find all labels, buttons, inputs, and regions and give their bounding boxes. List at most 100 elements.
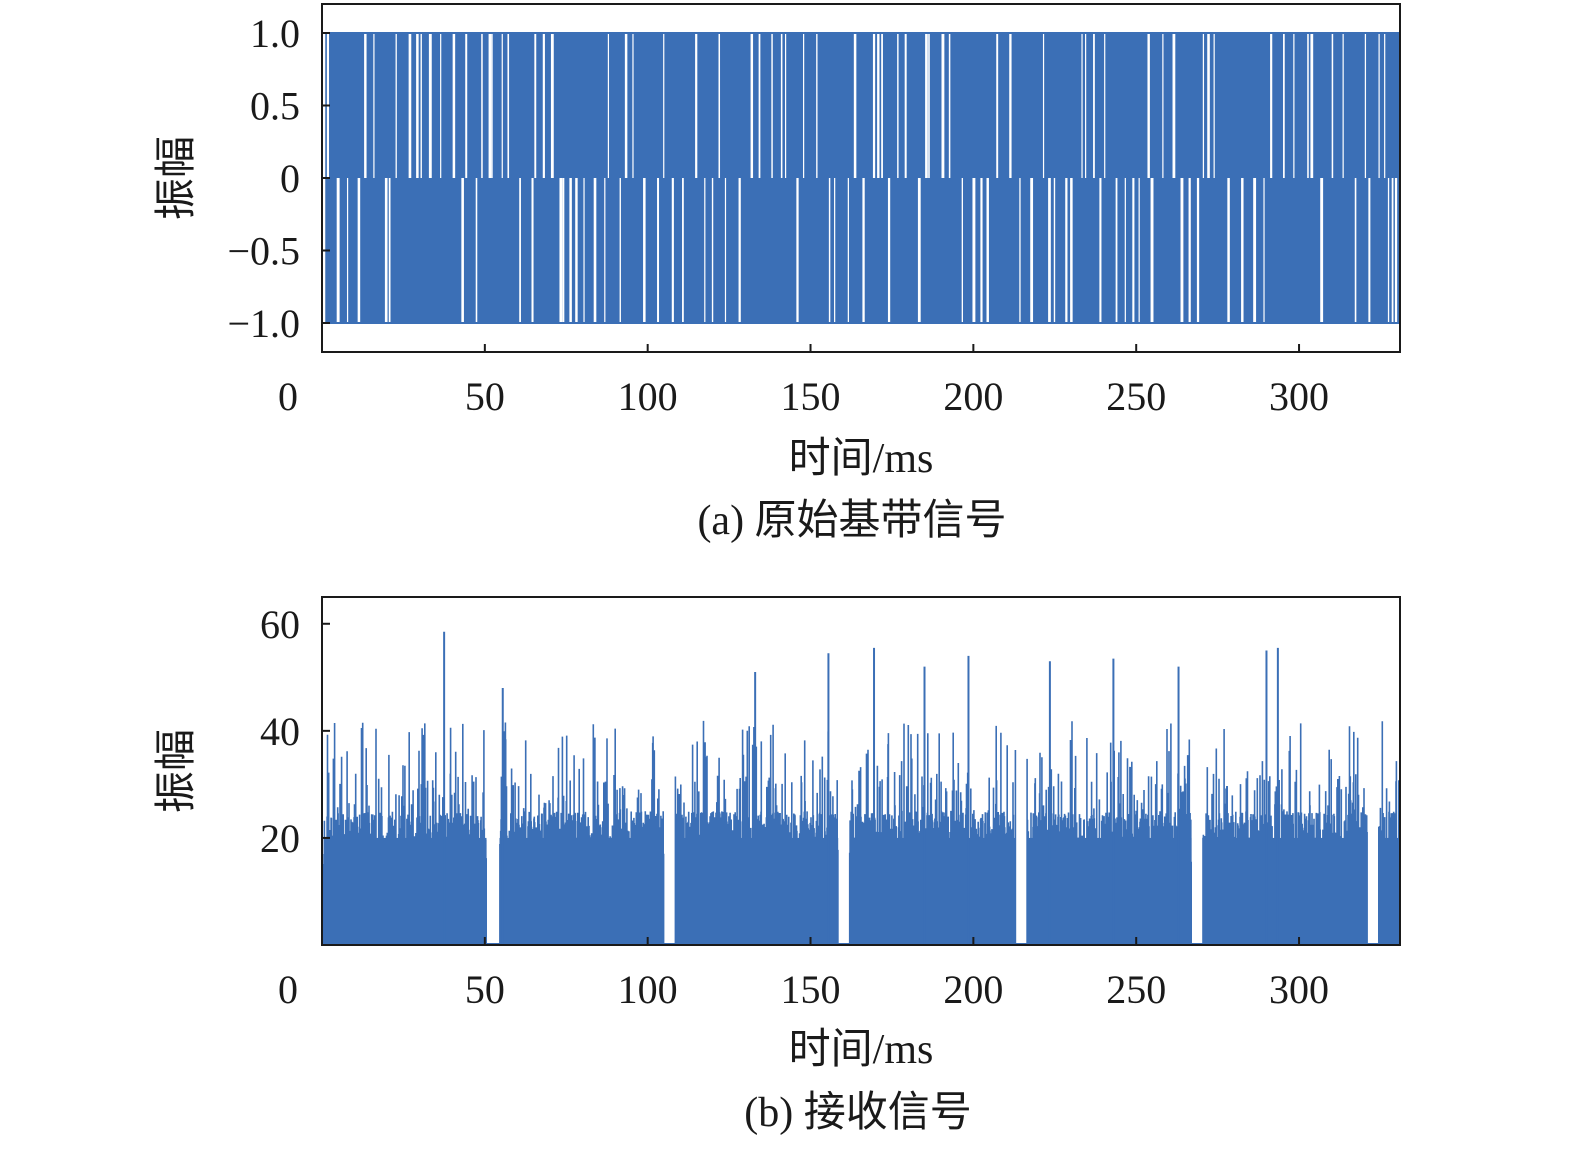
signal-gap-77 [986,178,989,323]
signal-gap-99 [1172,33,1176,178]
signal-gap-14 [452,33,456,178]
signal-gap-56 [803,33,805,178]
signal-gap-83 [1048,178,1051,323]
signal-gap-5 [373,33,375,178]
signal-gap-63 [872,33,876,178]
signal-gap-71 [928,33,930,178]
y-tick-label-a-0: 1.0 [250,11,300,56]
received-signal-body-last [1378,837,1400,945]
signal-gap-11 [420,33,422,178]
signal-gap-55 [796,178,799,323]
signal-gap-32 [583,178,585,323]
x-tick-label-a-0: 0 [278,374,298,419]
signal-gap-98 [1162,33,1164,178]
signal-gap-59 [834,178,836,323]
signal-gap-95 [1138,178,1140,323]
signal-gap-60 [847,178,849,323]
signal-gap-29 [562,178,565,323]
y-axis-a: 1.0 0.5 0 −0.5 −1.0 [227,11,330,346]
y-axis-label-b: 振幅 [154,729,200,813]
received-signal-body-5 [1202,837,1368,945]
signal-gap-38 [632,33,634,178]
signal-gap-42 [671,178,674,323]
signal-gap-121 [1378,33,1380,178]
signal-gap-10 [416,33,419,178]
x-tick-label-a-3: 150 [781,374,841,419]
signal-gap-35 [607,33,610,178]
signal-gap-86 [1070,178,1073,323]
signal-gap-37 [624,33,628,178]
signal-gap-13 [440,33,442,178]
received-signal-body-3 [849,837,1016,945]
signal-gap-22 [507,33,510,178]
signal-gap-104 [1207,33,1210,178]
signal-gap-75 [972,178,976,323]
signal-gap-79 [1009,33,1012,178]
signal-gap-67 [897,33,899,178]
signal-gap-49 [738,178,741,323]
received-signal-body-0 [323,837,487,945]
signal-gap-70 [925,33,928,178]
signal-gap-112 [1293,33,1295,178]
caption-a: (a) 原始基带信号 [697,498,1006,544]
signal-gap-21 [501,33,503,178]
signal-gap-1 [336,178,340,323]
signal-gap-117 [1342,33,1344,178]
signal-gap-116 [1331,33,1334,178]
signal-gap-47 [718,33,721,178]
signal-gap-111 [1283,33,1285,178]
signal-gap-78 [996,33,999,178]
signal-gap-106 [1227,178,1230,323]
signal-gap-102 [1196,178,1200,323]
signal-gap-39 [643,178,646,323]
x-axis-label-a: 时间/ms [789,436,934,482]
signal-gap-68 [904,33,907,178]
y-tick-label-a-2: 0 [280,156,300,201]
plot-area-a [325,32,1400,324]
signal-gap-3 [357,178,361,323]
y-tick-label-b-1: 40 [260,709,300,754]
received-signal-body-4 [1027,837,1192,945]
signal-gap-114 [1310,33,1314,178]
signal-gap-84 [1053,178,1056,323]
signal-gap-113 [1307,33,1309,178]
signal-gap-7 [388,178,391,323]
signal-gap-51 [758,33,761,178]
signal-gap-65 [881,33,883,178]
signal-gap-34 [604,178,606,323]
signal-gap-2 [346,178,349,323]
signal-gap-109 [1263,178,1265,323]
signal-gap-54 [784,33,787,178]
x-tick-label-b-6: 300 [1269,967,1329,1012]
signal-gap-44 [695,33,698,178]
received-signal-body-2 [675,837,839,945]
y-axis-label-a: 振幅 [154,136,200,220]
signal-gap-110 [1270,33,1273,178]
signal-gap-45 [704,178,706,323]
signal-gap-33 [593,178,597,323]
signal-gap-52 [771,33,773,178]
signal-gap-15 [461,178,464,323]
signal-gap-69 [917,178,921,323]
x-tick-label-b-1: 50 [465,967,505,1012]
x-tick-label-b-5: 250 [1106,967,1166,1012]
signal-gap-105 [1213,33,1215,178]
signal-gap-4 [364,33,367,178]
signal-gap-103 [1202,33,1205,178]
signal-gap-61 [853,33,857,178]
y-tick-label-b-0: 20 [260,816,300,861]
x-axis-a: 0 50 100 150 200 250 300 [278,344,1329,419]
x-tick-label-a-2: 100 [618,374,678,419]
signal-gap-16 [465,33,468,178]
signal-gap-101 [1188,178,1191,323]
signal-gap-81 [1030,178,1034,323]
signal-gap-8 [395,33,397,178]
signal-gap-24 [531,178,534,323]
signal-gap-58 [828,178,831,323]
signal-gap-90 [1099,178,1102,323]
signal-gap-92 [1115,178,1118,323]
signal-gap-48 [724,178,727,323]
x-tick-label-a-5: 250 [1106,374,1166,419]
signal-gap-18 [481,33,483,178]
signal-gap-57 [816,33,818,178]
